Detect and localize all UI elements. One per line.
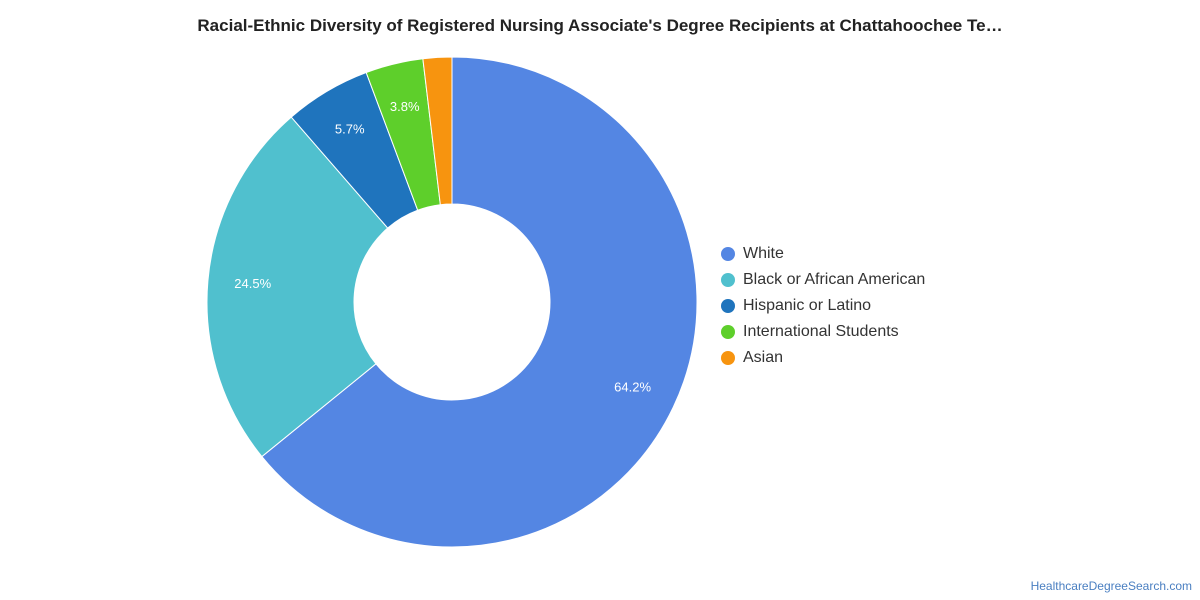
legend-dot-icon — [721, 299, 735, 313]
slice-asian[interactable] — [422, 56, 453, 206]
slice-white[interactable] — [261, 56, 698, 548]
chart-title: Racial-Ethnic Diversity of Registered Nu… — [197, 16, 1003, 35]
legend-label: Black or African American — [743, 271, 926, 288]
legend-dot-icon — [721, 273, 735, 287]
donut-slice-labels: 64.2% 24.5% 5.7% 3.8% — [234, 99, 651, 394]
legend-item-asian[interactable]: Asian — [721, 345, 925, 371]
legend-item-black-or-african-american[interactable]: Black or African American — [721, 267, 925, 293]
donut-slices — [206, 56, 698, 548]
legend-item-white[interactable]: White — [721, 241, 925, 267]
slice-black-or-african-american[interactable] — [206, 116, 389, 458]
legend-item-international-students[interactable]: International Students — [721, 319, 925, 345]
slice-label-black-or-african-american: 24.5% — [234, 276, 271, 291]
legend-dot-icon — [721, 351, 735, 365]
legend-label: International Students — [743, 323, 899, 340]
slice-label-white: 64.2% — [614, 379, 651, 394]
footer-credit[interactable]: HealthcareDegreeSearch.com — [1030, 579, 1192, 593]
legend-label: Asian — [743, 349, 784, 366]
legend-label: White — [743, 245, 784, 262]
legend-dot-icon — [721, 247, 735, 261]
chart-legend: White Black or African American Hispanic o… — [721, 241, 925, 371]
legend-dot-icon — [721, 325, 735, 339]
legend-item-hispanic-or-latino[interactable]: Hispanic or Latino — [721, 293, 925, 319]
slice-label-international-students: 3.8% — [390, 99, 420, 114]
slice-label-hispanic-or-latino: 5.7% — [335, 122, 365, 137]
legend-label: Hispanic or Latino — [743, 297, 872, 314]
